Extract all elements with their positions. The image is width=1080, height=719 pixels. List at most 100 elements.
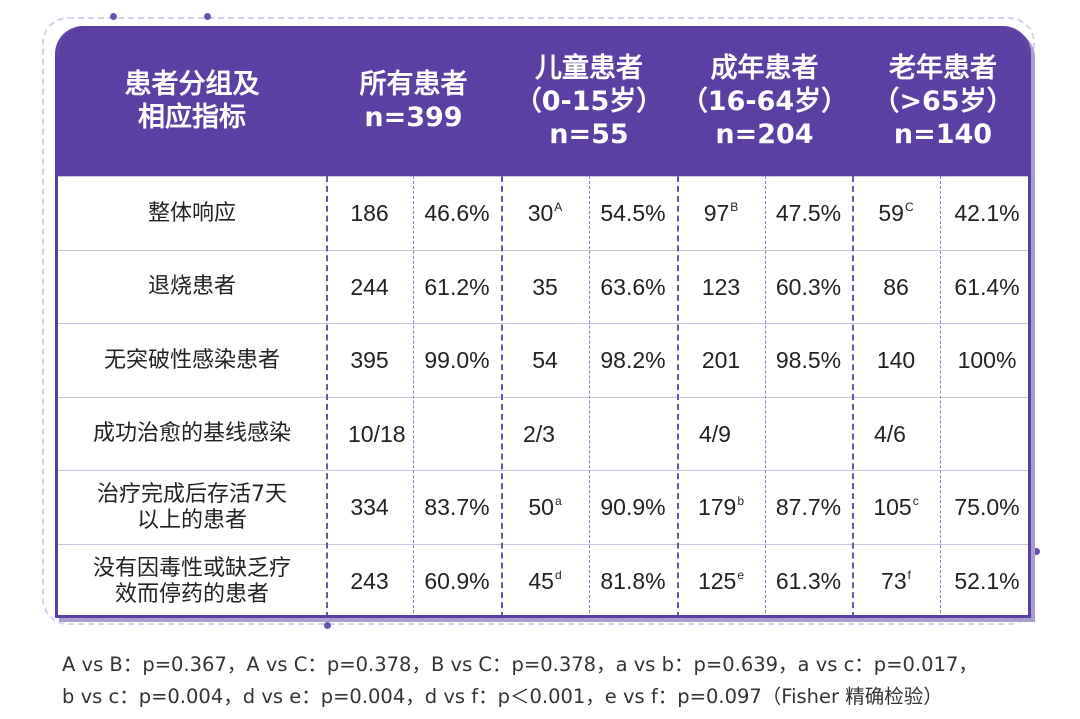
percent-cell: 60.9% [413, 545, 501, 615]
row-label-line: 以上的患者 [136, 507, 247, 533]
decorative-dashed-frame [42, 17, 1035, 625]
percent-cell: 61.2% [413, 251, 501, 324]
cell-value: 60.9% [424, 568, 490, 594]
table-row: 治疗完成后存活7天 以上的患者 334 83.7% 50 a 90.9% 179 b 87.7% 1… [58, 470, 1028, 544]
header-adults: 成年患者 （16-64岁） n=204 [677, 26, 852, 176]
cell-value: 81.8% [600, 568, 666, 594]
percent-cell: 46.6% [413, 177, 501, 250]
row-label: 整体响应 [58, 177, 326, 250]
column-divider [589, 176, 590, 615]
percent-cell [413, 398, 501, 471]
row-label-line: 整体响应 [147, 200, 236, 226]
header-line: 所有患者 [359, 69, 468, 100]
cell-value: 54 [532, 347, 558, 374]
header-line: n=399 [364, 102, 463, 133]
count-cell: 105 c [873, 493, 919, 521]
count-cell: 186 [326, 177, 413, 250]
footnote-line-1: A vs B：p=0.367，A vs C：p=0.378，B vs C：p=0… [62, 653, 978, 676]
cell-value: 186 [350, 200, 389, 226]
header-line: （>65岁） [872, 85, 1014, 117]
column-divider [326, 176, 328, 615]
cell-value: 59 [878, 200, 904, 226]
cell-value: 60.3% [775, 273, 842, 300]
percent-cell: 54.5% [589, 177, 677, 250]
column-divider [940, 176, 941, 615]
header-group-column: 患者分组及 相应指标 [58, 26, 326, 176]
table-row: 成功治愈的基线感染 10/18 2/3 4/9 4/6 [58, 396, 1028, 471]
percent-cell [589, 398, 677, 471]
count-cell: 334 [326, 471, 413, 544]
cell-value: 90.9% [600, 494, 666, 521]
count-cell: 140 [852, 324, 940, 397]
cell-value: 244 [350, 273, 389, 300]
header-line: 成年患者 [710, 52, 819, 84]
cell-value: 86 [883, 273, 909, 300]
cell-value: 334 [350, 494, 389, 521]
decorative-dot [204, 13, 211, 20]
column-divider [501, 176, 503, 615]
decorative-dot [324, 622, 331, 629]
column-divider [413, 176, 414, 615]
cell-value: 46.6% [424, 200, 490, 226]
column-divider [765, 176, 766, 615]
percent-cell: 87.7% [765, 471, 852, 544]
row-label-line: 退烧患者 [147, 274, 236, 300]
cell-value: 87.7% [775, 494, 842, 521]
count-cell: 2/3 [501, 398, 677, 471]
row-label: 没有因毒性或缺乏疗 效而停药的患者 [58, 545, 326, 615]
header-elderly: 老年患者 （>65岁） n=140 [852, 26, 1028, 176]
percent-cell: 61.3% [765, 545, 852, 615]
cell-value: 395 [350, 347, 389, 374]
cell-value: 54.5% [600, 200, 666, 226]
header-all-patients: 所有患者 n=399 [326, 26, 501, 176]
header-line: n=55 [549, 118, 629, 150]
decorative-dot [1033, 548, 1040, 555]
cell-value: 63.6% [600, 273, 666, 300]
count-cell: 244 [326, 251, 413, 324]
count-cell: 4/9 [677, 398, 852, 471]
cell-value: 83.7% [424, 494, 490, 521]
header-line: n=204 [715, 118, 814, 150]
count-cell: 243 [326, 545, 413, 615]
count-cell: 35 [501, 251, 589, 324]
row-label-line: 无突破性感染患者 [103, 347, 280, 373]
cell-value: 42.1% [954, 200, 1020, 226]
percent-cell: 52.1% [940, 545, 1028, 615]
results-table: 患者分组及 相应指标 所有患者 n=399 儿童患者 （0-15岁） n=55 成年患者… [55, 26, 1031, 618]
percent-cell: 99.0% [413, 324, 501, 397]
percent-cell: 75.0% [940, 471, 1028, 544]
header-line: （0-15岁） [514, 85, 664, 117]
row-label-line: 治疗完成后存活7天 [97, 481, 287, 507]
percent-cell: 60.3% [765, 251, 852, 324]
cell-value: 61.4% [954, 273, 1020, 300]
cell-value: 179 [697, 494, 737, 521]
table-row: 无突破性感染患者 395 99.0% 54 98.2% 201 98.5% 140 100% [58, 323, 1028, 397]
count-cell: 123 [677, 251, 765, 324]
cell-value: 73 [881, 568, 907, 594]
count-cell: 125 e [697, 567, 745, 594]
percent-cell: 100% [940, 324, 1028, 397]
cell-value: 125 [697, 568, 737, 594]
cell-value: 47.5% [775, 200, 842, 226]
cell-value: 4/9 [699, 420, 731, 447]
count-cell: 86 [852, 251, 940, 324]
table-row: 整体响应 186 46.6% 30 A 54.5% 97 B 47.5% 59 C 42.1% [58, 176, 1028, 250]
cell-value: 243 [350, 568, 389, 594]
cell-value: 35 [532, 273, 558, 300]
cell-value: 2/3 [523, 420, 555, 447]
cell-value: 45 [528, 568, 554, 594]
header-line: 老年患者 [889, 52, 997, 84]
cell-value: 100% [957, 347, 1017, 374]
row-label: 无突破性感染患者 [58, 324, 326, 397]
count-cell: 59 C [878, 199, 914, 226]
cell-value: 105 [873, 494, 912, 521]
percent-cell: 61.4% [940, 251, 1028, 324]
count-cell: 73 f [881, 567, 911, 594]
row-label: 成功治愈的基线感染 [58, 398, 326, 471]
header-line: n=140 [893, 118, 993, 150]
cell-value: 50 [528, 494, 554, 521]
table-row: 没有因毒性或缺乏疗 效而停药的患者 243 60.9% 45 d 81.8% 125 e 61.3… [58, 544, 1028, 615]
cell-value: 140 [876, 347, 916, 374]
count-cell: 395 [326, 324, 413, 397]
cell-value: 201 [701, 347, 741, 374]
